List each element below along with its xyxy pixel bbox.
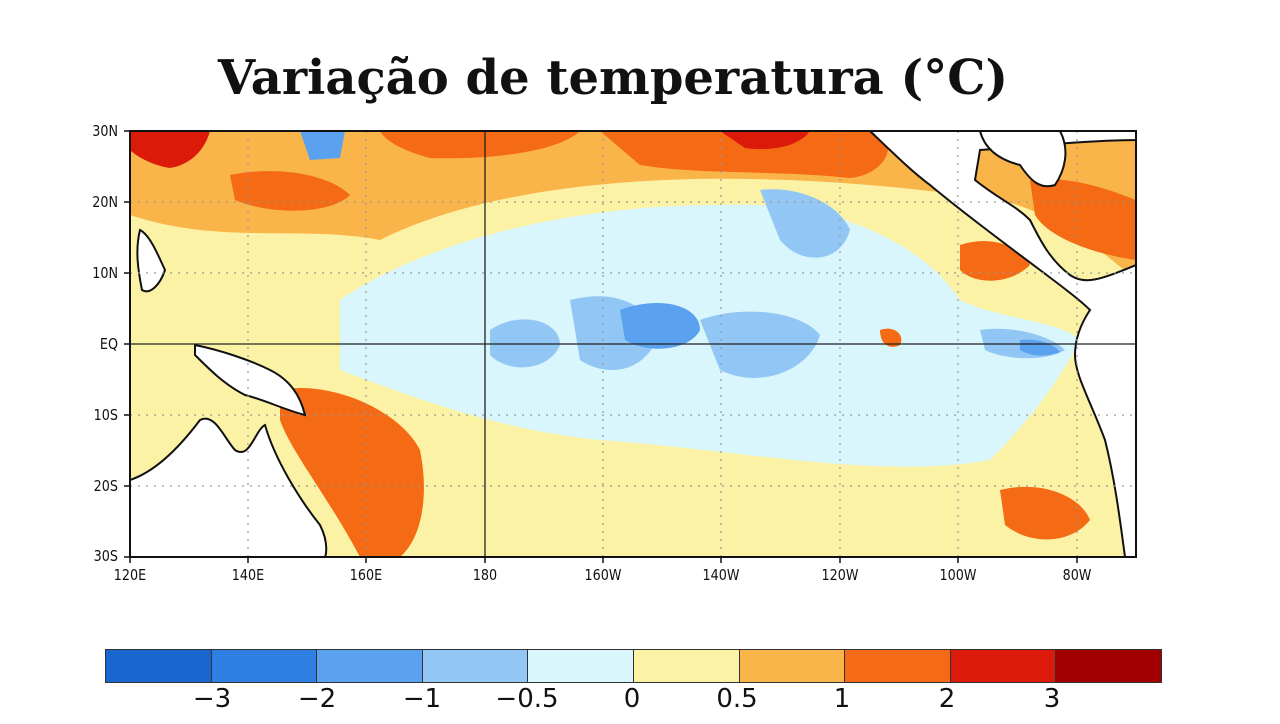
lat-label-30s: 30S [93, 547, 118, 565]
legend-color-cell [528, 650, 634, 682]
land-new-guinea [194, 343, 307, 417]
land-florida-caribbean [978, 131, 1067, 188]
land-philippines [136, 228, 167, 293]
legend-tick: 2 [938, 684, 956, 714]
legend-color-cell [106, 650, 212, 682]
legend-tick: −0.5 [495, 684, 559, 714]
legend-tick: 3 [1043, 684, 1061, 714]
cold-patch-4 [700, 311, 820, 378]
lon-label-140w: 140W [702, 566, 740, 584]
legend-tick: 0 [623, 684, 641, 714]
warm-patch-5 [960, 241, 1030, 281]
legend-color-cell [1056, 650, 1161, 682]
warm-patch-7 [1000, 486, 1090, 540]
lon-label-180: 180 [472, 566, 498, 584]
legend-tick: −1 [402, 684, 442, 714]
legend-color-cell [317, 650, 423, 682]
lat-label-30n: 30N [92, 122, 118, 140]
lat-label-10n: 10N [92, 264, 118, 282]
reference-lines [130, 131, 1136, 557]
lat-label-eq: EQ [99, 335, 118, 353]
lon-label-100w: 100W [939, 566, 977, 584]
warm-patch-1 [230, 171, 350, 211]
lon-label-120e: 120E [113, 566, 147, 584]
warm-patch-4 [280, 388, 424, 557]
lon-label-160e: 160E [349, 566, 383, 584]
chart-title: Variação de temperatura (°C) [217, 50, 1009, 106]
lat-label-10s: 10S [93, 406, 118, 424]
lat-label-20s: 20S [93, 477, 118, 495]
legend-tick: −3 [192, 684, 232, 714]
hot-patch-2 [720, 131, 810, 150]
legend-color-cell [422, 650, 529, 682]
legend-color-cell [633, 650, 740, 682]
legend-color-cell [950, 650, 1057, 682]
warm-patch-3 [380, 131, 580, 159]
cold-patch-3 [620, 302, 700, 349]
cold-patch-8 [300, 131, 345, 160]
hot-patch-1 [130, 131, 210, 168]
cold-patch-5 [760, 189, 850, 258]
legend-color-cell [739, 650, 846, 682]
lat-label-20n: 20N [92, 193, 118, 211]
warm-patch-8 [880, 328, 902, 347]
legend-color-cell [845, 650, 951, 682]
lon-label-120w: 120W [821, 566, 859, 584]
color-legend-bar [105, 649, 1162, 683]
legend-color-cell [211, 650, 318, 682]
warm-patch-2 [600, 131, 889, 178]
legend-tick: 0.5 [716, 684, 758, 714]
legend-tick: −2 [297, 684, 337, 714]
legend-tick: 1 [833, 684, 851, 714]
axis-ticks [124, 130, 1078, 563]
land-australia [130, 417, 328, 557]
lon-label-160w: 160W [584, 566, 622, 584]
lon-label-80w: 80W [1062, 566, 1092, 584]
lon-label-140e: 140E [231, 566, 265, 584]
warm-patch-6 [1030, 179, 1136, 260]
